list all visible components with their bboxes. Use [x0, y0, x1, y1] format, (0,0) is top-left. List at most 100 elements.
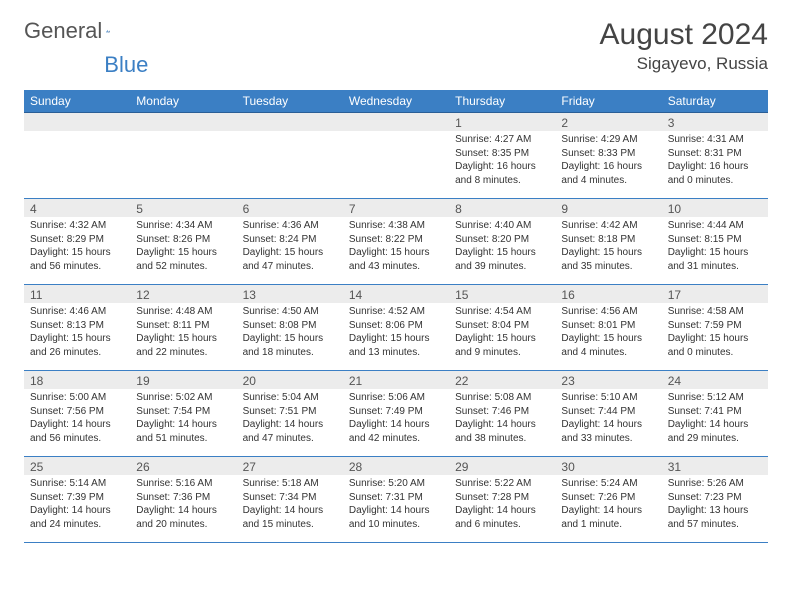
calendar-day-cell: 9Sunrise: 4:42 AMSunset: 8:18 PMDaylight…: [555, 199, 661, 285]
sunset-line: Sunset: 8:06 PM: [349, 319, 443, 333]
sunrise-line: Sunrise: 4:29 AM: [561, 133, 655, 147]
day-details: [343, 131, 449, 137]
day-number: 9: [555, 199, 661, 217]
day-number: 5: [130, 199, 236, 217]
day-number: 7: [343, 199, 449, 217]
day-details: Sunrise: 4:54 AMSunset: 8:04 PMDaylight:…: [449, 303, 555, 363]
day-details: Sunrise: 4:29 AMSunset: 8:33 PMDaylight:…: [555, 131, 661, 191]
calendar-day-cell: 30Sunrise: 5:24 AMSunset: 7:26 PMDayligh…: [555, 457, 661, 543]
day-details: Sunrise: 5:18 AMSunset: 7:34 PMDaylight:…: [237, 475, 343, 535]
day-number: 30: [555, 457, 661, 475]
sunrise-line: Sunrise: 5:24 AM: [561, 477, 655, 491]
calendar-day-cell: 14Sunrise: 4:52 AMSunset: 8:06 PMDayligh…: [343, 285, 449, 371]
calendar-day-cell: 28Sunrise: 5:20 AMSunset: 7:31 PMDayligh…: [343, 457, 449, 543]
weekday-header: Wednesday: [343, 90, 449, 113]
calendar-day-cell: [24, 113, 130, 199]
calendar-day-cell: 15Sunrise: 4:54 AMSunset: 8:04 PMDayligh…: [449, 285, 555, 371]
sunset-line: Sunset: 7:34 PM: [243, 491, 337, 505]
sunrise-line: Sunrise: 5:14 AM: [30, 477, 124, 491]
daylight-line: Daylight: 15 hours and 18 minutes.: [243, 332, 337, 359]
day-number: 20: [237, 371, 343, 389]
day-number: 16: [555, 285, 661, 303]
daylight-line: Daylight: 15 hours and 22 minutes.: [136, 332, 230, 359]
day-number: 1: [449, 113, 555, 131]
daylight-line: Daylight: 16 hours and 0 minutes.: [668, 160, 762, 187]
sunrise-line: Sunrise: 4:54 AM: [455, 305, 549, 319]
weekday-header: Sunday: [24, 90, 130, 113]
calendar-day-cell: 3Sunrise: 4:31 AMSunset: 8:31 PMDaylight…: [662, 113, 768, 199]
calendar-day-cell: 7Sunrise: 4:38 AMSunset: 8:22 PMDaylight…: [343, 199, 449, 285]
day-number: 12: [130, 285, 236, 303]
day-details: Sunrise: 4:46 AMSunset: 8:13 PMDaylight:…: [24, 303, 130, 363]
day-details: Sunrise: 5:12 AMSunset: 7:41 PMDaylight:…: [662, 389, 768, 449]
calendar-day-cell: 8Sunrise: 4:40 AMSunset: 8:20 PMDaylight…: [449, 199, 555, 285]
sunrise-line: Sunrise: 5:10 AM: [561, 391, 655, 405]
day-number: 19: [130, 371, 236, 389]
sunset-line: Sunset: 8:01 PM: [561, 319, 655, 333]
sunrise-line: Sunrise: 5:02 AM: [136, 391, 230, 405]
daylight-line: Daylight: 14 hours and 56 minutes.: [30, 418, 124, 445]
calendar-week-row: 1Sunrise: 4:27 AMSunset: 8:35 PMDaylight…: [24, 113, 768, 199]
day-details: Sunrise: 4:44 AMSunset: 8:15 PMDaylight:…: [662, 217, 768, 277]
day-details: [24, 131, 130, 137]
sunset-line: Sunset: 8:33 PM: [561, 147, 655, 161]
daylight-line: Daylight: 14 hours and 47 minutes.: [243, 418, 337, 445]
day-details: [237, 131, 343, 137]
day-number: [237, 113, 343, 131]
calendar-week-row: 18Sunrise: 5:00 AMSunset: 7:56 PMDayligh…: [24, 371, 768, 457]
daylight-line: Daylight: 16 hours and 8 minutes.: [455, 160, 549, 187]
calendar-day-cell: 17Sunrise: 4:58 AMSunset: 7:59 PMDayligh…: [662, 285, 768, 371]
daylight-line: Daylight: 14 hours and 15 minutes.: [243, 504, 337, 531]
day-number: 29: [449, 457, 555, 475]
day-details: Sunrise: 5:16 AMSunset: 7:36 PMDaylight:…: [130, 475, 236, 535]
calendar-day-cell: [237, 113, 343, 199]
day-number: [343, 113, 449, 131]
day-details: [130, 131, 236, 137]
calendar-day-cell: 22Sunrise: 5:08 AMSunset: 7:46 PMDayligh…: [449, 371, 555, 457]
day-details: Sunrise: 5:22 AMSunset: 7:28 PMDaylight:…: [449, 475, 555, 535]
calendar-day-cell: 6Sunrise: 4:36 AMSunset: 8:24 PMDaylight…: [237, 199, 343, 285]
sunrise-line: Sunrise: 5:00 AM: [30, 391, 124, 405]
daylight-line: Daylight: 16 hours and 4 minutes.: [561, 160, 655, 187]
calendar-day-cell: 19Sunrise: 5:02 AMSunset: 7:54 PMDayligh…: [130, 371, 236, 457]
sunset-line: Sunset: 7:26 PM: [561, 491, 655, 505]
calendar-week-row: 4Sunrise: 4:32 AMSunset: 8:29 PMDaylight…: [24, 199, 768, 285]
logo-sail-icon: [106, 22, 110, 40]
day-details: Sunrise: 5:06 AMSunset: 7:49 PMDaylight:…: [343, 389, 449, 449]
daylight-line: Daylight: 14 hours and 10 minutes.: [349, 504, 443, 531]
sunset-line: Sunset: 8:26 PM: [136, 233, 230, 247]
sunrise-line: Sunrise: 4:58 AM: [668, 305, 762, 319]
day-details: Sunrise: 4:31 AMSunset: 8:31 PMDaylight:…: [662, 131, 768, 191]
calendar-day-cell: 4Sunrise: 4:32 AMSunset: 8:29 PMDaylight…: [24, 199, 130, 285]
sunrise-line: Sunrise: 4:40 AM: [455, 219, 549, 233]
sunrise-line: Sunrise: 4:46 AM: [30, 305, 124, 319]
day-details: Sunrise: 4:48 AMSunset: 8:11 PMDaylight:…: [130, 303, 236, 363]
daylight-line: Daylight: 14 hours and 20 minutes.: [136, 504, 230, 531]
daylight-line: Daylight: 14 hours and 29 minutes.: [668, 418, 762, 445]
calendar-day-cell: 11Sunrise: 4:46 AMSunset: 8:13 PMDayligh…: [24, 285, 130, 371]
daylight-line: Daylight: 15 hours and 9 minutes.: [455, 332, 549, 359]
sunset-line: Sunset: 8:04 PM: [455, 319, 549, 333]
sunrise-line: Sunrise: 5:16 AM: [136, 477, 230, 491]
sunset-line: Sunset: 8:20 PM: [455, 233, 549, 247]
calendar-day-cell: 16Sunrise: 4:56 AMSunset: 8:01 PMDayligh…: [555, 285, 661, 371]
sunset-line: Sunset: 7:28 PM: [455, 491, 549, 505]
sunset-line: Sunset: 7:54 PM: [136, 405, 230, 419]
day-number: [130, 113, 236, 131]
sunset-line: Sunset: 7:39 PM: [30, 491, 124, 505]
day-number: 8: [449, 199, 555, 217]
sunset-line: Sunset: 7:31 PM: [349, 491, 443, 505]
calendar-table: SundayMondayTuesdayWednesdayThursdayFrid…: [24, 90, 768, 543]
day-number: [24, 113, 130, 131]
daylight-line: Daylight: 14 hours and 38 minutes.: [455, 418, 549, 445]
sunrise-line: Sunrise: 5:06 AM: [349, 391, 443, 405]
daylight-line: Daylight: 15 hours and 26 minutes.: [30, 332, 124, 359]
sunset-line: Sunset: 8:24 PM: [243, 233, 337, 247]
day-details: Sunrise: 4:42 AMSunset: 8:18 PMDaylight:…: [555, 217, 661, 277]
calendar-body: 1Sunrise: 4:27 AMSunset: 8:35 PMDaylight…: [24, 113, 768, 543]
calendar-day-cell: 12Sunrise: 4:48 AMSunset: 8:11 PMDayligh…: [130, 285, 236, 371]
day-number: 27: [237, 457, 343, 475]
day-number: 10: [662, 199, 768, 217]
sunrise-line: Sunrise: 5:20 AM: [349, 477, 443, 491]
day-number: 14: [343, 285, 449, 303]
